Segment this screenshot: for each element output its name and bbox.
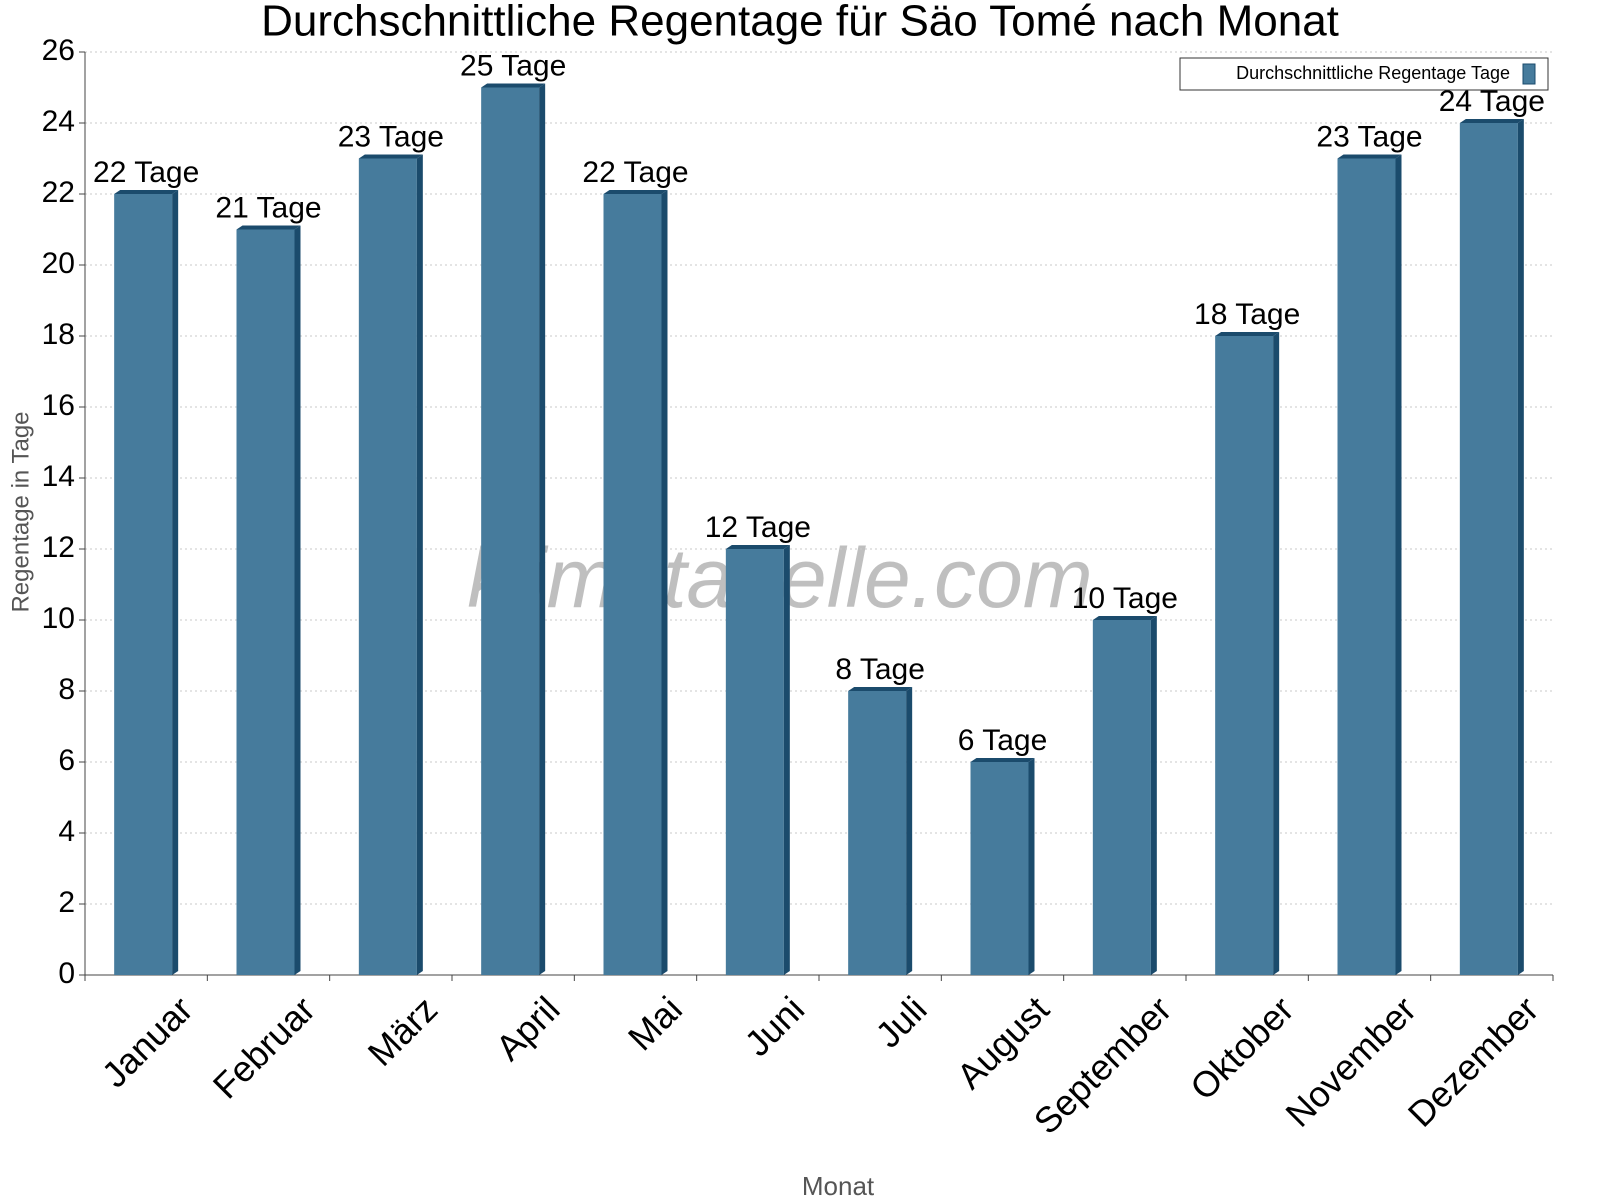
bar-side — [1273, 332, 1280, 975]
bar — [1092, 620, 1151, 975]
bar-top — [603, 190, 668, 194]
bar-side — [416, 154, 423, 975]
y-tick-label: 20 — [42, 247, 75, 280]
legend-label: Durchschnittliche Regentage Tage — [1236, 63, 1510, 83]
bar — [1459, 123, 1518, 975]
x-axis-label: Monat — [802, 1171, 875, 1200]
y-tick-label: 12 — [42, 531, 75, 564]
chart-title: Durchschnittliche Regentage für Säo Tomé… — [261, 0, 1339, 46]
y-tick-label: 0 — [58, 957, 75, 990]
value-label: 6 Tage — [958, 724, 1048, 757]
value-label: 12 Tage — [705, 511, 811, 544]
bar-top — [236, 225, 301, 230]
bar-side — [1150, 616, 1157, 975]
value-label: 10 Tage — [1072, 582, 1178, 615]
bar-side — [1028, 758, 1035, 975]
bar-top — [481, 83, 546, 88]
bar — [1215, 336, 1274, 975]
bar-side — [539, 83, 546, 975]
value-label: 23 Tage — [338, 120, 444, 153]
bar-top — [725, 545, 790, 549]
bar — [358, 158, 417, 975]
y-tick-label: 14 — [42, 460, 75, 493]
bar-side — [906, 687, 913, 975]
bar-top — [114, 190, 179, 194]
bar-side — [1395, 154, 1402, 975]
legend-swatch — [1522, 63, 1536, 85]
bar-side — [294, 225, 301, 975]
y-axis-label: Regentage in Tage — [7, 411, 34, 612]
bar — [236, 229, 295, 975]
bar-top — [970, 758, 1035, 762]
y-tick-label: 2 — [58, 886, 75, 919]
y-tick-label: 16 — [42, 389, 75, 422]
bar — [114, 194, 173, 975]
y-tick-label: 24 — [42, 105, 75, 138]
value-label: 8 Tage — [835, 653, 925, 686]
bar — [725, 549, 784, 975]
bar-top — [1337, 154, 1402, 159]
value-label: 18 Tage — [1194, 298, 1300, 331]
bar-side — [172, 190, 179, 975]
y-tick-label: 26 — [42, 34, 75, 67]
bar-top — [1459, 119, 1524, 123]
bar-side — [661, 190, 668, 975]
value-label: 25 Tage — [460, 49, 566, 82]
value-label: 22 Tage — [93, 156, 199, 189]
bar — [848, 691, 907, 975]
value-label: 22 Tage — [582, 156, 688, 189]
y-tick-label: 18 — [42, 318, 75, 351]
y-tick-label: 8 — [58, 673, 75, 706]
bar — [603, 194, 662, 975]
value-label: 21 Tage — [215, 191, 321, 224]
bar-top — [1215, 332, 1280, 336]
legend-box — [1179, 57, 1549, 91]
bar — [1337, 158, 1396, 975]
bar — [970, 762, 1029, 975]
bar-side — [1517, 119, 1524, 975]
bar-side — [783, 545, 790, 975]
value-label: 23 Tage — [1316, 120, 1422, 153]
bar-top — [848, 687, 913, 691]
y-tick-label: 6 — [58, 744, 75, 777]
bar — [481, 87, 540, 975]
y-tick-label: 22 — [42, 176, 75, 209]
y-tick-label: 4 — [58, 815, 75, 848]
bar-top — [1092, 616, 1157, 620]
y-tick-label: 10 — [42, 602, 75, 635]
bar-top — [358, 154, 423, 159]
